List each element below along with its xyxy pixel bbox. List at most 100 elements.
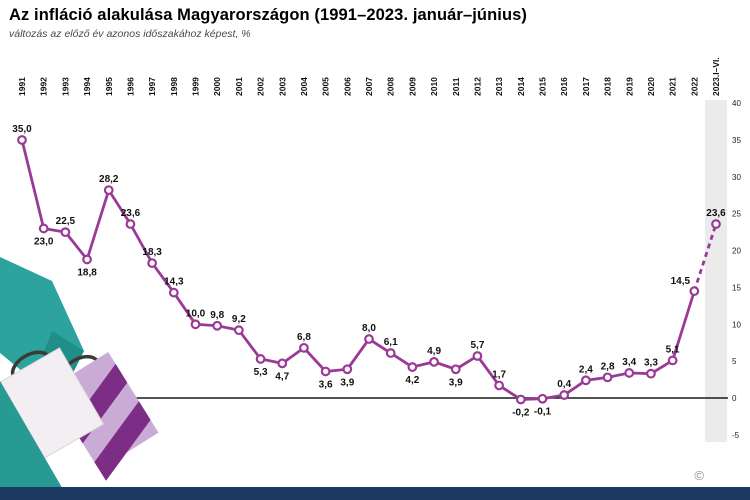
year-label: 2012 bbox=[472, 77, 482, 96]
value-label: 4,7 bbox=[275, 371, 289, 382]
year-label: 2014 bbox=[516, 77, 526, 96]
value-label: 5,3 bbox=[254, 367, 268, 378]
data-point bbox=[125, 219, 136, 229]
data-point bbox=[580, 375, 591, 386]
data-point bbox=[299, 342, 309, 353]
value-label: 18,8 bbox=[77, 267, 97, 278]
value-label: 4,9 bbox=[427, 346, 441, 357]
year-label: 2022 bbox=[689, 77, 699, 96]
value-label: 22,5 bbox=[56, 216, 76, 227]
year-label: 1997 bbox=[147, 77, 157, 96]
year-label: 1996 bbox=[125, 77, 135, 96]
year-label: 2011 bbox=[451, 77, 461, 96]
data-point bbox=[689, 286, 700, 297]
value-label: 23,6 bbox=[706, 208, 726, 219]
data-point bbox=[364, 334, 374, 344]
year-label: 2017 bbox=[581, 77, 591, 96]
year-label: 1994 bbox=[82, 77, 92, 96]
y-tick-label: 0 bbox=[732, 394, 737, 403]
data-point bbox=[385, 348, 396, 358]
year-label: 2006 bbox=[342, 77, 352, 96]
chart-title: Az infláció alakulása Magyarországon (19… bbox=[9, 6, 528, 24]
value-label: 2,8 bbox=[601, 361, 615, 372]
year-label: 2008 bbox=[386, 77, 396, 96]
year-label: 2005 bbox=[321, 77, 331, 96]
highlight-band-last bbox=[705, 100, 727, 442]
data-point bbox=[103, 185, 114, 196]
data-point bbox=[624, 368, 635, 378]
data-point bbox=[277, 358, 288, 369]
value-label: 5,1 bbox=[666, 344, 680, 355]
data-point bbox=[255, 354, 266, 364]
value-label: 6,8 bbox=[297, 332, 311, 343]
value-label: 23,0 bbox=[34, 236, 54, 247]
value-label: 14,3 bbox=[164, 277, 184, 288]
data-point bbox=[342, 364, 353, 375]
value-label: 1,7 bbox=[492, 369, 506, 380]
data-point bbox=[515, 394, 526, 405]
value-label: 6,1 bbox=[384, 337, 398, 348]
year-label: 2007 bbox=[364, 77, 374, 96]
value-label: 3,6 bbox=[319, 379, 333, 390]
value-label: 3,9 bbox=[340, 377, 354, 388]
data-point bbox=[407, 362, 418, 372]
value-label: 3,3 bbox=[644, 358, 658, 369]
y-tick-label: 30 bbox=[732, 173, 741, 182]
data-point bbox=[711, 219, 721, 229]
year-label: 2001 bbox=[234, 77, 244, 96]
teal-corner-bag bbox=[0, 381, 64, 491]
year-label: 2010 bbox=[429, 77, 439, 96]
data-point bbox=[450, 364, 461, 375]
value-label: 35,0 bbox=[12, 124, 32, 135]
year-label: 2015 bbox=[538, 77, 548, 96]
value-label: 8,0 bbox=[362, 323, 376, 334]
year-label: 2021 bbox=[668, 77, 678, 96]
data-point bbox=[646, 368, 656, 379]
year-label: 2019 bbox=[624, 77, 634, 96]
data-point bbox=[147, 258, 158, 269]
year-label: 1998 bbox=[169, 77, 179, 96]
data-point bbox=[537, 393, 548, 404]
year-label: 1993 bbox=[60, 77, 70, 96]
y-tick-label: 25 bbox=[732, 210, 741, 219]
year-label: 1992 bbox=[39, 77, 49, 96]
data-point bbox=[472, 351, 483, 361]
data-point bbox=[17, 135, 27, 145]
data-point bbox=[60, 227, 71, 238]
shopping-bags-illustration bbox=[0, 257, 159, 491]
value-label: 5,7 bbox=[470, 340, 484, 351]
value-label: -0,2 bbox=[512, 407, 530, 418]
value-label: 3,9 bbox=[449, 377, 463, 388]
data-point bbox=[494, 380, 505, 391]
y-tick-label: -5 bbox=[732, 431, 740, 440]
data-point bbox=[667, 355, 678, 366]
year-label: 2023.I–VI. bbox=[711, 57, 721, 96]
value-label: 18,3 bbox=[142, 247, 162, 258]
data-point bbox=[559, 390, 570, 400]
year-label: 2009 bbox=[407, 77, 417, 96]
data-point bbox=[602, 372, 613, 383]
inflation-line-forecast-segment bbox=[692, 223, 718, 292]
year-label: 1999 bbox=[191, 77, 201, 96]
value-label: 3,4 bbox=[622, 357, 636, 368]
data-point bbox=[212, 320, 223, 331]
footer-bar bbox=[0, 487, 750, 500]
y-tick-label: 15 bbox=[732, 283, 741, 292]
data-point bbox=[168, 287, 179, 298]
year-label: 2004 bbox=[299, 77, 309, 96]
cuff-shape bbox=[42, 331, 84, 375]
value-label: 4,2 bbox=[405, 375, 419, 386]
year-label: 2016 bbox=[559, 77, 569, 96]
value-label: 9,8 bbox=[210, 310, 224, 321]
value-label: 28,2 bbox=[99, 174, 119, 185]
year-label: 1991 bbox=[17, 77, 27, 96]
data-point bbox=[82, 254, 92, 265]
value-label: 14,5 bbox=[671, 276, 691, 287]
chart-subtitle: változás az előző év azonos időszakához … bbox=[9, 28, 251, 40]
value-label: 10,0 bbox=[186, 308, 206, 319]
y-tick-label: 35 bbox=[732, 136, 741, 145]
value-label: -0,1 bbox=[534, 407, 552, 418]
y-tick-label: 10 bbox=[732, 320, 741, 329]
y-tick-label: 5 bbox=[732, 357, 737, 366]
